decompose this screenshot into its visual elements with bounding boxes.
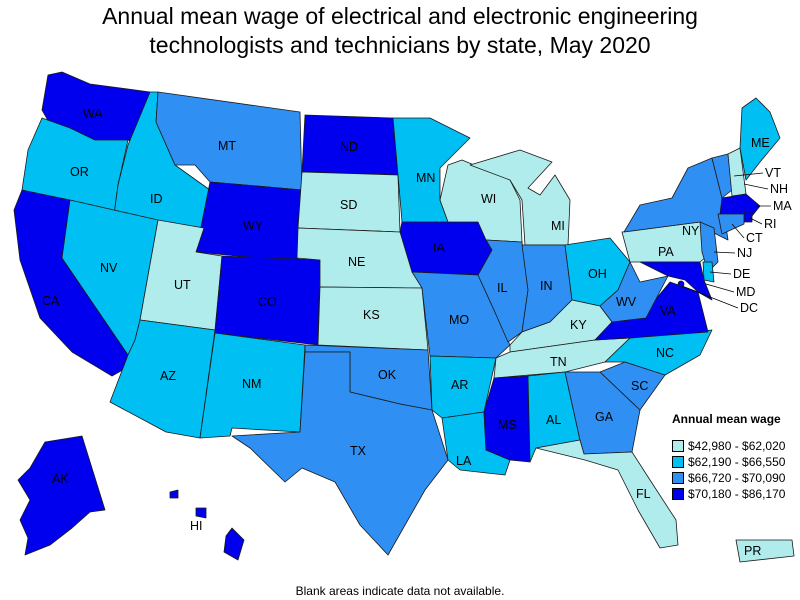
- label-PA: PA: [658, 245, 674, 259]
- label-NJ: NJ: [737, 246, 752, 260]
- label-ME: ME: [751, 136, 770, 150]
- state-MA[interactable]: [719, 193, 761, 217]
- legend-item: $42,980 - $62,020: [672, 438, 797, 454]
- legend-rows: $42,980 - $62,020 $62,190 - $66,550 $66,…: [672, 438, 797, 502]
- leader-DE: [709, 271, 732, 275]
- label-KS: KS: [363, 308, 380, 322]
- label-VA: VA: [660, 304, 676, 318]
- label-VT: VT: [765, 166, 781, 180]
- state-IA[interactable]: [399, 221, 493, 276]
- legend: Annual mean wage $42,980 - $62,020 $62,1…: [672, 412, 797, 502]
- label-MA: MA: [773, 199, 792, 213]
- leader-MD: [705, 283, 735, 293]
- state-FL[interactable]: [535, 439, 679, 549]
- label-NM: NM: [242, 377, 261, 391]
- legend-title: Annual mean wage: [672, 412, 781, 426]
- label-ID: ID: [150, 192, 163, 206]
- label-HI: HI: [190, 519, 203, 533]
- label-NC: NC: [656, 346, 674, 360]
- state-HI[interactable]: [223, 527, 245, 561]
- label-NH: NH: [770, 182, 788, 196]
- label-CO: CO: [258, 295, 277, 309]
- label-FL: FL: [636, 487, 651, 501]
- leader-CT: [731, 223, 745, 239]
- label-CT: CT: [746, 231, 763, 245]
- state-DE[interactable]: [702, 261, 715, 283]
- leader-VT: [733, 172, 764, 177]
- footnote: Blank areas indicate data not available.: [295, 584, 505, 598]
- legend-label: $62,190 - $66,550: [688, 455, 786, 469]
- label-SD: SD: [340, 198, 357, 212]
- legend-item: $62,190 - $66,550: [672, 454, 797, 470]
- map-title-line-2: technologists and technicians by state, …: [149, 32, 651, 58]
- legend-swatch: [672, 456, 684, 468]
- state-TX[interactable]: [231, 351, 449, 556]
- state-PR[interactable]: [735, 539, 795, 563]
- label-KY: KY: [570, 318, 587, 332]
- label-RI: RI: [764, 217, 777, 231]
- label-AZ: AZ: [160, 369, 176, 383]
- state-RI[interactable]: [743, 211, 753, 223]
- label-TN: TN: [550, 355, 567, 369]
- state-NJ[interactable]: [699, 221, 719, 273]
- legend-swatch: [672, 440, 684, 452]
- label-AK: AK: [52, 472, 69, 486]
- label-AL: AL: [546, 413, 561, 427]
- state-MD[interactable]: [639, 261, 713, 301]
- label-TX: TX: [350, 444, 367, 458]
- label-IA: IA: [433, 241, 445, 255]
- legend-swatch: [672, 472, 684, 484]
- map-title-line-1: Annual mean wage of electrical and elect…: [102, 3, 698, 29]
- label-MD: MD: [736, 285, 755, 299]
- label-DE: DE: [733, 267, 750, 281]
- legend-label: $66,720 - $70,090: [688, 471, 786, 485]
- state-MI[interactable]: [469, 149, 571, 246]
- label-ND: ND: [340, 140, 358, 154]
- label-AR: AR: [451, 378, 468, 392]
- label-NY: NY: [682, 224, 700, 238]
- leader-DC: [681, 285, 739, 309]
- label-GA: GA: [595, 410, 614, 424]
- state-HI-islet-2[interactable]: [195, 507, 207, 519]
- state-HI-islet-1[interactable]: [169, 489, 179, 499]
- state-MT[interactable]: [155, 91, 303, 191]
- label-IN: IN: [540, 279, 553, 293]
- legend-swatch: [672, 488, 684, 500]
- state-AK[interactable]: [17, 435, 106, 556]
- label-WV: WV: [616, 295, 637, 309]
- state-WV[interactable]: [599, 261, 669, 323]
- map-title: Annual mean wage of electrical and elect…: [0, 2, 800, 60]
- state-DC[interactable]: [677, 280, 685, 288]
- state-CT[interactable]: [717, 213, 745, 235]
- label-MS: MS: [498, 418, 517, 432]
- label-MN: MN: [416, 171, 435, 185]
- label-NV: NV: [100, 261, 118, 275]
- label-WY: WY: [243, 219, 264, 233]
- label-WA: WA: [83, 107, 103, 121]
- label-IL: IL: [497, 281, 507, 295]
- label-OH: OH: [588, 267, 607, 281]
- label-MT: MT: [218, 139, 236, 153]
- leader-RI: [749, 217, 763, 225]
- label-LA: LA: [456, 454, 472, 468]
- state-ME[interactable]: [739, 97, 781, 181]
- legend-label: $70,180 - $86,170: [688, 487, 786, 501]
- label-WI: WI: [481, 192, 496, 206]
- label-MI: MI: [551, 219, 565, 233]
- label-PR: PR: [744, 544, 761, 558]
- legend-item: $70,180 - $86,170: [672, 486, 797, 502]
- label-OR: OR: [70, 165, 89, 179]
- legend-label: $42,980 - $62,020: [688, 439, 786, 453]
- label-NE: NE: [348, 255, 365, 269]
- label-MO: MO: [449, 313, 469, 327]
- label-SC: SC: [631, 379, 648, 393]
- label-UT: UT: [174, 278, 191, 292]
- legend-item: $66,720 - $70,090: [672, 470, 797, 486]
- label-CA: CA: [42, 294, 60, 308]
- leader-NJ: [713, 251, 736, 254]
- label-OK: OK: [378, 368, 397, 382]
- leader-NH: [743, 183, 769, 190]
- label-DC: DC: [740, 301, 758, 315]
